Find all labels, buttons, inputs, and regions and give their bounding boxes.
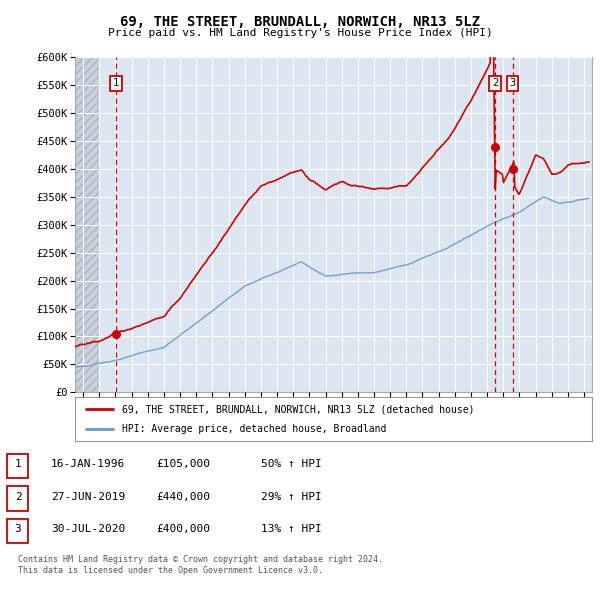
Text: 3: 3 xyxy=(509,78,516,88)
Text: 2: 2 xyxy=(492,78,498,88)
Text: 2: 2 xyxy=(14,492,22,502)
Text: Price paid vs. HM Land Registry's House Price Index (HPI): Price paid vs. HM Land Registry's House … xyxy=(107,28,493,38)
Text: 29% ↑ HPI: 29% ↑ HPI xyxy=(261,492,322,502)
Text: 16-JAN-1996: 16-JAN-1996 xyxy=(51,460,125,469)
Text: 30-JUL-2020: 30-JUL-2020 xyxy=(51,525,125,534)
Text: HPI: Average price, detached house, Broadland: HPI: Average price, detached house, Broa… xyxy=(122,424,386,434)
Text: Contains HM Land Registry data © Crown copyright and database right 2024.: Contains HM Land Registry data © Crown c… xyxy=(18,555,383,563)
Text: This data is licensed under the Open Government Licence v3.0.: This data is licensed under the Open Gov… xyxy=(18,566,323,575)
Text: 3: 3 xyxy=(14,525,22,534)
Text: 1: 1 xyxy=(14,460,22,469)
Text: 27-JUN-2019: 27-JUN-2019 xyxy=(51,492,125,502)
Text: £440,000: £440,000 xyxy=(156,492,210,502)
Text: 69, THE STREET, BRUNDALL, NORWICH, NR13 5LZ: 69, THE STREET, BRUNDALL, NORWICH, NR13 … xyxy=(120,15,480,29)
Text: 1: 1 xyxy=(113,78,119,88)
Text: £400,000: £400,000 xyxy=(156,525,210,534)
Bar xyxy=(75,57,99,392)
Text: 50% ↑ HPI: 50% ↑ HPI xyxy=(261,460,322,469)
Text: £105,000: £105,000 xyxy=(156,460,210,469)
Text: 69, THE STREET, BRUNDALL, NORWICH, NR13 5LZ (detached house): 69, THE STREET, BRUNDALL, NORWICH, NR13 … xyxy=(122,404,474,414)
Text: 13% ↑ HPI: 13% ↑ HPI xyxy=(261,525,322,534)
